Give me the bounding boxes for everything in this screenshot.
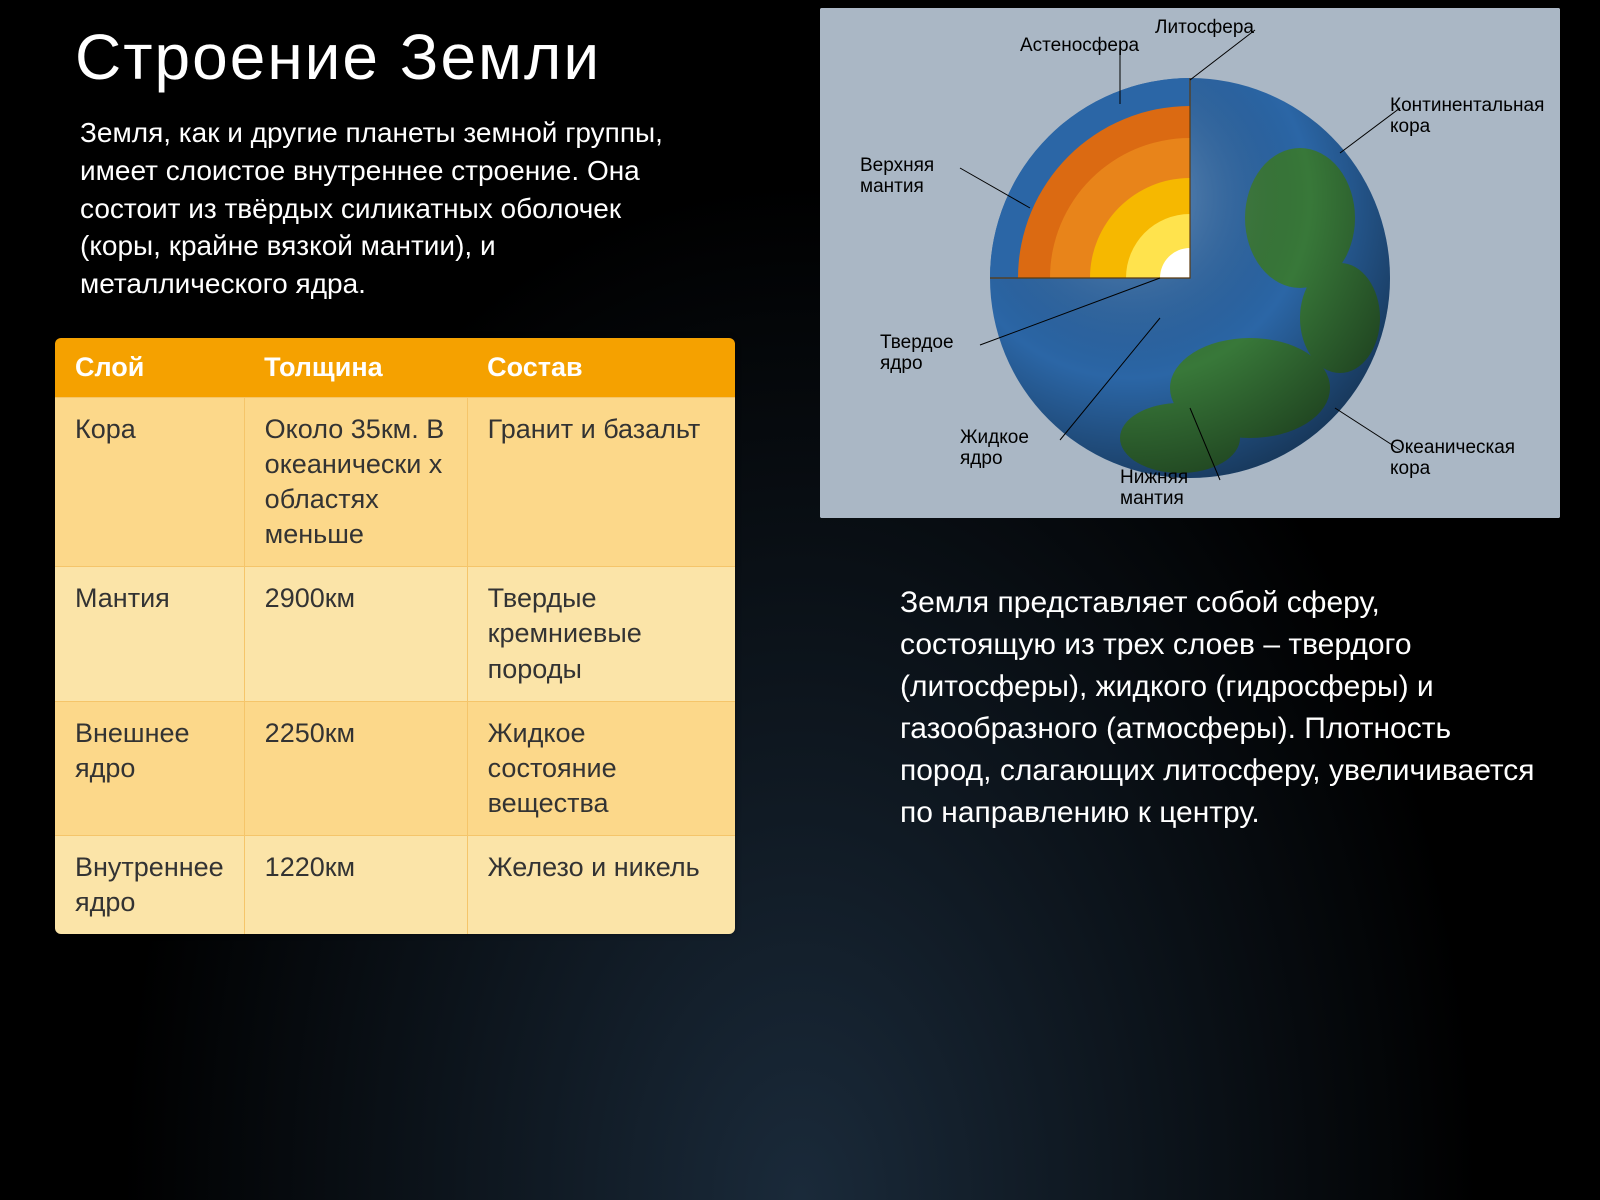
- table-header: Толщина: [244, 338, 467, 398]
- table-cell: 2900км: [244, 567, 467, 701]
- table-cell: Около 35км. В океанически х областях мен…: [244, 398, 467, 567]
- table-cell: 1220км: [244, 835, 467, 934]
- table-cell: Внутреннее ядро: [55, 835, 244, 934]
- table-cell: Мантия: [55, 567, 244, 701]
- table-row: Внешнее ядро2250кмЖидкое состояние вещес…: [55, 701, 735, 835]
- table-row: Мантия2900кмТвердые кремниевые породы: [55, 567, 735, 701]
- intro-text: Земля, как и другие планеты земной групп…: [80, 114, 700, 303]
- table-cell: Железо и никель: [467, 835, 735, 934]
- layers-table: СлойТолщинаСостав КораОколо 35км. В океа…: [55, 338, 735, 934]
- table-row: КораОколо 35км. В океанически х областях…: [55, 398, 735, 567]
- diagram-label-lithosphere: Литосфера: [1155, 18, 1254, 39]
- diagram-label-solidCore: Твердое ядро: [880, 333, 954, 375]
- table-cell: 2250км: [244, 701, 467, 835]
- table-cell: Кора: [55, 398, 244, 567]
- diagram-label-oceanicCrust: Океаническая кора: [1390, 438, 1515, 480]
- earth-structure-diagram: Литосфера Астеносфера Континентальная кора…: [820, 8, 1560, 518]
- page-title: Строение Земли: [75, 20, 601, 94]
- table-header: Слой: [55, 338, 244, 398]
- table-cell: Жидкое состояние вещества: [467, 701, 735, 835]
- table-cell: Твердые кремниевые породы: [467, 567, 735, 701]
- diagram-label-lowerMantle: Нижняя мантия: [1120, 468, 1188, 510]
- side-text: Земля представляет собой сферу, состоящу…: [900, 582, 1540, 834]
- diagram-label-upperMantle: Верхняя мантия: [860, 156, 934, 198]
- diagram-label-continentalCrust: Континентальная кора: [1390, 96, 1544, 138]
- diagram-label-liquidCore: Жидкое ядро: [960, 428, 1029, 470]
- diagram-label-asthenosphere: Астеносфера: [1020, 36, 1139, 57]
- table-cell: Гранит и базальт: [467, 398, 735, 567]
- table-cell: Внешнее ядро: [55, 701, 244, 835]
- table-row: Внутреннее ядро1220кмЖелезо и никель: [55, 835, 735, 934]
- table-header: Состав: [467, 338, 735, 398]
